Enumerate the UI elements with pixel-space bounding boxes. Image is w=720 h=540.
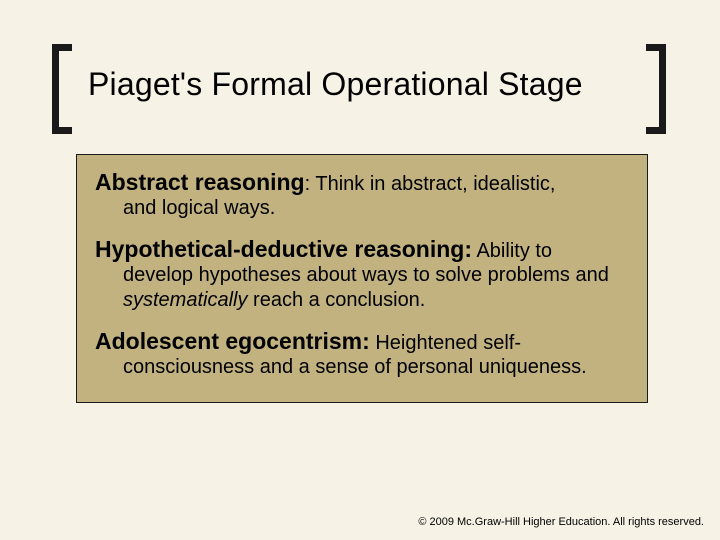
slide-title: Piaget's Formal Operational Stage — [88, 66, 646, 103]
definition-tail-pre: develop hypotheses about ways to solve p… — [123, 264, 609, 286]
definition-text: : Think in abstract, idealistic, — [305, 173, 556, 195]
definition-head: Heightened self- — [375, 332, 521, 354]
definition-entry: Abstract reasoning: Think in abstract, i… — [95, 169, 629, 220]
definition-tail-post: reach a conclusion. — [247, 289, 425, 311]
definition-continuation: and logical ways. — [123, 196, 629, 220]
term-separator: : — [305, 173, 316, 195]
definition-entry: Adolescent egocentrism: Heightened self-… — [95, 328, 629, 379]
definition-continuation: develop hypotheses about ways to solve p… — [123, 263, 629, 312]
copyright-text: © 2009 Mc.Graw-Hill Higher Education. Al… — [418, 516, 704, 528]
term-label: Abstract reasoning — [95, 169, 305, 195]
definition-entry: Hypothetical-deductive reasoning: Abilit… — [95, 236, 629, 312]
definitions-box: Abstract reasoning: Think in abstract, i… — [76, 154, 648, 403]
bracket-right-icon — [646, 44, 666, 134]
definition-text: Ability to — [472, 240, 552, 262]
definition-continuation: consciousness and a sense of personal un… — [123, 355, 629, 379]
definition-text: Heightened self- — [370, 332, 521, 354]
definition-head: Think in abstract, idealistic, — [315, 173, 555, 195]
term-label: Hypothetical-deductive reasoning: — [95, 236, 472, 262]
definition-tail-italic: systematically — [123, 289, 247, 311]
term-label: Adolescent egocentrism: — [95, 328, 370, 354]
bracket-left-icon — [52, 44, 72, 134]
definition-head: Ability to — [476, 240, 552, 262]
title-bracket-frame: Piaget's Formal Operational Stage — [52, 44, 666, 134]
